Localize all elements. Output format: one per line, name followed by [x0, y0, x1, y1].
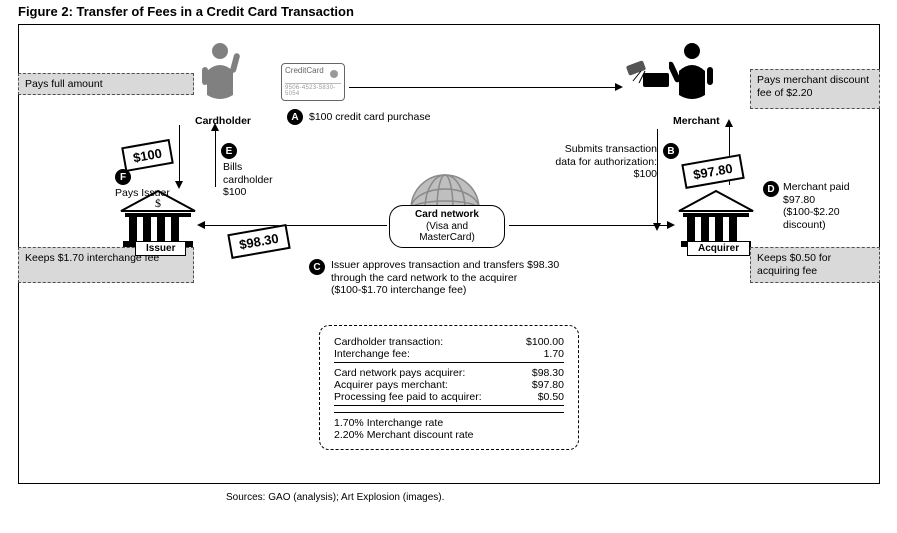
summary-row-value: $0.50: [538, 391, 564, 403]
summary-row-value: $98.30: [532, 367, 564, 379]
amount-c: $98.30: [227, 224, 290, 259]
arrow-e-line: [215, 129, 216, 187]
arrow-f-line: [179, 125, 180, 183]
credit-card-brand: CreditCard: [285, 66, 324, 75]
figure-title: Figure 2: Transfer of Fees in a Credit C…: [0, 0, 897, 25]
step-c-text: Issuer approves transaction and transfer…: [331, 259, 561, 297]
amount-f: $100: [121, 139, 174, 172]
summary-row-label: Interchange fee:: [334, 348, 410, 360]
issuer-label: Issuer: [135, 241, 186, 256]
credit-card-number: 9506-4523-5830-5054: [285, 83, 341, 97]
badge-a: A: [287, 109, 303, 125]
card-network-title: Card network: [400, 209, 494, 221]
arrow-a: [349, 87, 617, 88]
arrow-c-left: [203, 225, 387, 226]
arrow-c-lh: [197, 221, 205, 229]
summary-row-label: Processing fee paid to acquirer:: [334, 391, 482, 403]
badge-d: D: [763, 181, 779, 197]
card-network-subtitle: (Visa and MasterCard): [400, 221, 494, 244]
merchant-gray-box: Pays merchant discount fee of $2.20: [750, 69, 880, 109]
badge-c: C: [309, 259, 325, 275]
arrow-d-head: [725, 119, 733, 127]
cardholder-gray-box: Pays full amount: [18, 73, 194, 95]
summary-row: Cardholder transaction: $100.00: [334, 336, 564, 348]
summary-row: Card network pays acquirer: $98.30: [334, 367, 564, 379]
summary-row: Interchange fee: 1.70: [334, 348, 564, 360]
badge-b: B: [663, 143, 679, 159]
summary-row-label: Acquirer pays merchant:: [334, 379, 448, 391]
arrow-f-head: [175, 181, 183, 189]
card-network-box: Card network (Visa and MasterCard): [389, 205, 505, 248]
summary-rate: 2.20% Merchant discount rate: [334, 429, 564, 441]
arrow-c-right: [509, 225, 669, 226]
cardholder-label: Cardholder: [195, 115, 251, 128]
summary-rate: 1.70% Interchange rate: [334, 417, 564, 429]
badge-f: F: [115, 169, 131, 185]
summary-box: Cardholder transaction:$100.00Interchang…: [319, 325, 579, 450]
step-d-text: Merchant paid $97.80 ($100-$2.20 discoun…: [783, 181, 869, 231]
arrow-b-head: [653, 223, 661, 231]
step-f-text: Pays Issuer: [115, 187, 175, 200]
credit-card-icon: CreditCard 9506-4523-5830-5054: [281, 63, 345, 101]
step-b-text: Submits transaction data for authorizati…: [549, 143, 657, 181]
merchant-label: Merchant: [673, 115, 720, 128]
badge-e: E: [221, 143, 237, 159]
arrow-b-line: [657, 129, 658, 225]
summary-row-value: $100.00: [526, 336, 564, 348]
sources-note: Sources: GAO (analysis); Art Explosion (…: [226, 492, 444, 503]
merchant-icon: [669, 41, 715, 111]
arrow-c-rh: [667, 221, 675, 229]
summary-row-label: Card network pays acquirer:: [334, 367, 465, 379]
summary-row-value: 1.70: [544, 348, 564, 360]
acquirer-gray-box: Keeps $0.50 for acquiring fee: [750, 247, 880, 283]
acquirer-label: Acquirer: [687, 241, 750, 256]
summary-row-label: Cardholder transaction:: [334, 336, 443, 348]
amount-d: $97.80: [681, 154, 744, 189]
cardholder-icon: [197, 41, 243, 111]
summary-row: Processing fee paid to acquirer: $0.50: [334, 391, 564, 403]
summary-row: Acquirer pays merchant: $97.80: [334, 379, 564, 391]
summary-row-value: $97.80: [532, 379, 564, 391]
arrow-a-head: [615, 83, 623, 91]
step-e-text: Bills cardholder $100: [223, 161, 293, 199]
step-a-text: $100 credit card purchase: [309, 111, 430, 124]
scanner-icon: [621, 57, 671, 93]
arrow-e-head: [211, 123, 219, 131]
diagram-frame: Pays full amount Pays merchant discount …: [18, 24, 880, 484]
